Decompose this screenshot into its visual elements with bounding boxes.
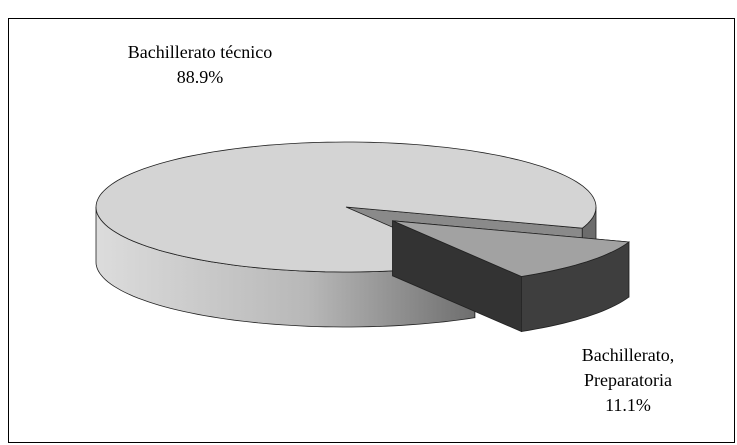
label-0: Bachillerato técnico 88.9% (115, 40, 285, 90)
value-label: 88.9% (176, 67, 224, 87)
category-label: Bachillerato, Preparatoria (581, 345, 675, 390)
slice (95, 141, 597, 273)
value-label: 11.1% (605, 395, 651, 415)
slice (392, 220, 631, 277)
frame (8, 18, 735, 443)
category-label: Bachillerato técnico (127, 42, 273, 62)
label-1: Bachillerato, Preparatoria 11.1% (543, 343, 713, 418)
